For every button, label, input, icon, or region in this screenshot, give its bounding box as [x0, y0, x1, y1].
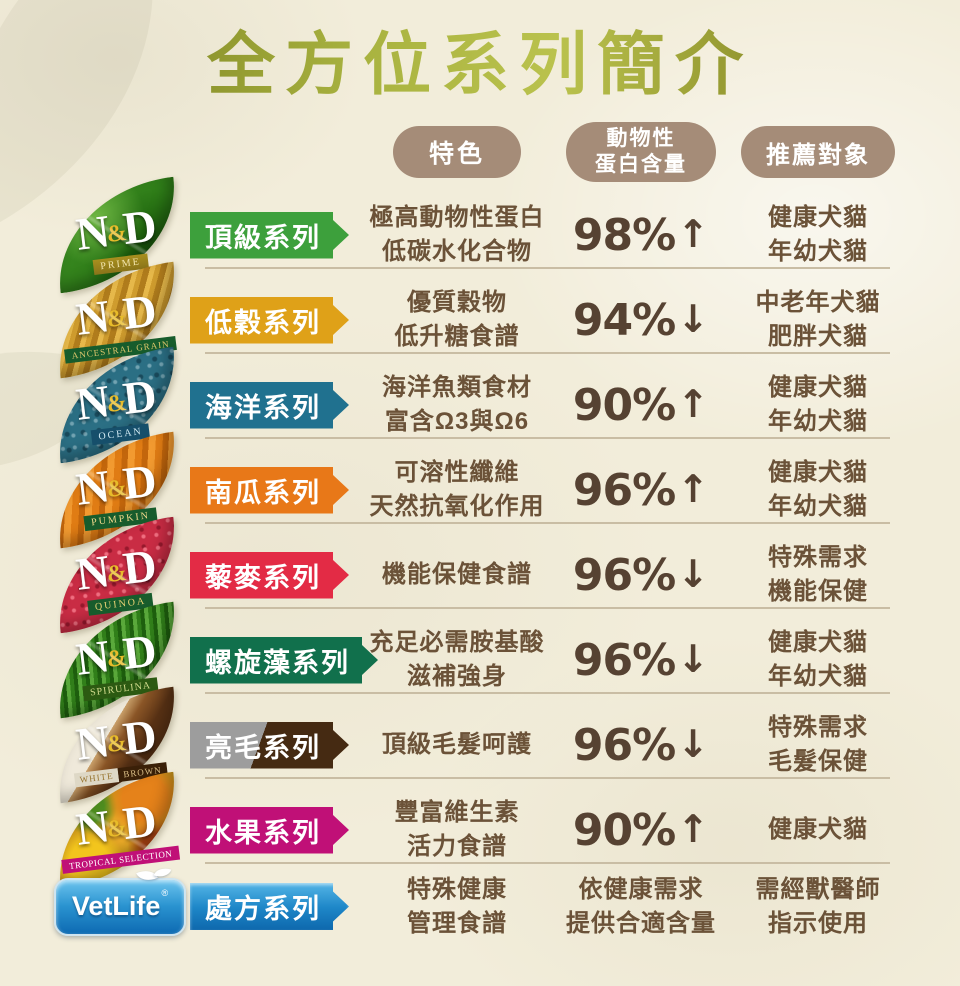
protein-content: 98% ↑ [566, 210, 716, 261]
series-badge-quinoa: 藜麥系列 [190, 552, 349, 599]
table-header: 特色 動物性 蛋白含量 推薦對象 [0, 120, 920, 184]
nd-brand-text: N & D [73, 198, 160, 260]
vetlife-brand-text: VetLife [71, 891, 161, 921]
nd-brand-text: N & D [73, 453, 160, 515]
row-divider [205, 352, 890, 354]
series-row-coat: N & D WHITE BROWN 亮毛系列 頂級毛髮呵護 96% ↓ 特殊需求 毛髮保… [0, 686, 920, 804]
trend-up-arrow-icon: ↑ [677, 212, 710, 256]
protein-note: 依健康需求 提供合適含量 [566, 875, 716, 937]
header-pill-feature: 特色 [393, 126, 521, 178]
row-divider [205, 267, 890, 269]
protein-value: 98% [572, 209, 676, 261]
series-badge-ocean: 海洋系列 [190, 382, 349, 429]
protein-content: 96% ↓ [566, 635, 716, 686]
nd-brand-text: N & D [73, 708, 160, 770]
series-badge-label: 水果系列 [205, 817, 321, 848]
page-title: 全方位系列簡介 [0, 26, 960, 104]
row-divider [205, 437, 890, 439]
series-row-spirulina: N & D SPIRULINA 螺旋藻系列 充足必需胺基酸 滋補強身 96% ↓ 健康犬… [0, 601, 920, 719]
nd-brand-text: N & D [73, 538, 160, 600]
feature-text: 充足必需胺基酸 滋補強身 [369, 629, 545, 690]
series-badge-label: 處方系列 [205, 894, 321, 924]
series-badge-label: 亮毛系列 [205, 732, 321, 763]
series-row-prime: N & D PRIME 頂級系列 極高動物性蛋白 低碳水化合物 98% ↑ 健康犬貓 年幼… [0, 176, 920, 294]
feature-text: 極高動物性蛋白 低碳水化合物 [369, 204, 545, 265]
protein-content: 96% ↓ [566, 550, 716, 601]
series-badge-label: 螺旋藻系列 [205, 647, 350, 678]
protein-value: 90% [572, 379, 676, 431]
recommend-text: 健康犬貓 年幼犬貓 [768, 459, 868, 520]
feature-text: 頂級毛髮呵護 [382, 731, 532, 758]
header-pill-recommend: 推薦對象 [741, 126, 895, 178]
series-row-ancestral-grain: N & D ANCESTRAL GRAIN 低穀系列 優質穀物 低升糖食譜 94% ↓ … [0, 261, 920, 379]
series-row-quinoa: N & D QUINOA 藜麥系列 機能保健食譜 96% ↓ 特殊需求 機能保健 [0, 516, 920, 634]
recommend-text: 特殊需求 機能保健 [768, 544, 868, 605]
recommend-text: 特殊需求 毛髮保健 [768, 714, 868, 775]
series-row-ocean: N & D OCEAN 海洋系列 海洋魚類食材 富含Ω3與Ω6 90% ↑ 健康犬貓 年幼… [0, 346, 920, 464]
header-protein-line2: 蛋白含量 [595, 153, 687, 176]
recommend-text: 健康犬貓 [768, 816, 868, 843]
row-divider [205, 777, 890, 779]
series-badge-tropical: 水果系列 [190, 807, 349, 854]
series-badge-grain: 低穀系列 [190, 297, 349, 344]
series-badge-coat: 亮毛系列 [190, 722, 349, 769]
series-row-vetlife: VetLife ® 處方系列 特殊健康 管理食譜 依健康需求 提供合適含量 需經獸醫… [0, 864, 920, 949]
recommend-text: 健康犬貓 年幼犬貓 [768, 374, 868, 435]
trend-down-arrow-icon: ↓ [677, 552, 710, 596]
series-badge-label: 頂級系列 [205, 222, 321, 253]
row-divider [205, 692, 890, 694]
series-badge-vetlife: 處方系列 [190, 883, 349, 930]
trend-up-arrow-icon: ↑ [677, 382, 710, 426]
protein-content: 90% ↑ [566, 380, 716, 431]
protein-content: 96% ↓ [566, 720, 716, 771]
feature-text: 海洋魚類食材 富含Ω3與Ω6 [382, 374, 532, 435]
trend-down-arrow-icon: ↓ [677, 637, 710, 681]
trend-down-arrow-icon: ↓ [677, 297, 710, 341]
protein-content: 依健康需求 提供合適含量 [566, 873, 716, 941]
row-divider [205, 607, 890, 609]
protein-content: 90% ↑ [566, 805, 716, 856]
series-row-pumpkin: N & D PUMPKIN 南瓜系列 可溶性纖維 天然抗氧化作用 96% ↑ 健康犬貓年… [0, 431, 920, 549]
series-badge-spirulina: 螺旋藻系列 [190, 637, 378, 684]
nd-brand-text: N & D [73, 793, 160, 855]
header-protein-line1: 動物性 [606, 127, 676, 150]
protein-value: 94% [572, 294, 676, 346]
series-badge-label: 南瓜系列 [205, 477, 321, 508]
feature-text: 可溶性纖維 天然抗氧化作用 [369, 459, 545, 520]
recommend-text: 需經獸醫師 指示使用 [755, 875, 881, 937]
nd-brand-text: N & D [73, 283, 160, 345]
feature-text: 特殊健康 管理食譜 [407, 875, 507, 937]
series-badge-label: 藜麥系列 [205, 562, 321, 593]
row-divider [205, 522, 890, 524]
recommend-text: 健康犬貓 年幼犬貓 [768, 204, 868, 265]
feature-text: 機能保健食譜 [382, 561, 532, 588]
nd-brand-text: N & D [73, 368, 160, 430]
registered-mark: ® [161, 887, 169, 898]
feature-text: 優質穀物 低升糖食譜 [394, 289, 520, 350]
row-divider [205, 862, 890, 864]
series-badge-pumpkin: 南瓜系列 [190, 467, 349, 514]
protein-content: 94% ↓ [566, 295, 716, 346]
protein-content: 96% ↑ [566, 465, 716, 516]
recommend-text: 中老年犬貓 肥胖犬貓 [755, 289, 881, 350]
series-badge-prime: 頂級系列 [190, 212, 349, 259]
series-row-tropical: N & D TROPICAL SELECTION 水果系列 豐富維生素 活力食譜 90… [0, 771, 920, 889]
nd-brand-text: N & D [73, 623, 160, 685]
protein-value: 96% [572, 634, 676, 686]
header-pill-protein: 動物性 蛋白含量 [566, 122, 716, 182]
feature-text: 豐富維生素 活力食譜 [394, 799, 520, 860]
protein-value: 96% [572, 549, 676, 601]
trend-down-arrow-icon: ↓ [677, 722, 710, 766]
series-badge-label: 低穀系列 [205, 307, 321, 338]
series-badge-label: 海洋系列 [205, 392, 321, 423]
trend-up-arrow-icon: ↑ [677, 467, 710, 511]
protein-value: 96% [572, 464, 676, 516]
trend-up-arrow-icon: ↑ [677, 807, 710, 851]
recommend-text: 健康犬貓 年幼犬貓 [768, 629, 868, 690]
vetlife-logo: VetLife ® [54, 864, 186, 936]
protein-value: 90% [572, 804, 676, 856]
protein-value: 96% [572, 719, 676, 771]
